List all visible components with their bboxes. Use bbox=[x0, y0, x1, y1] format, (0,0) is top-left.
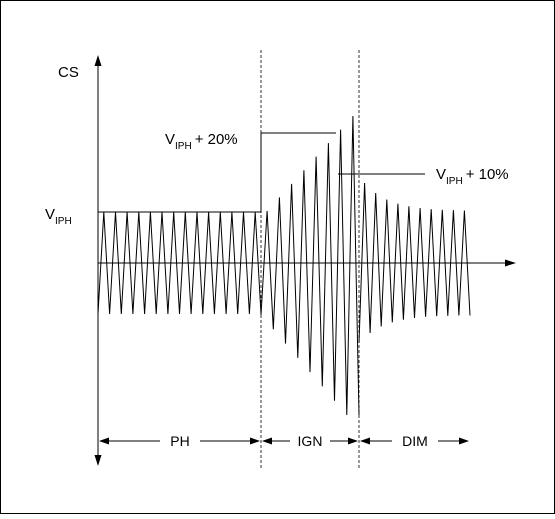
phase-label-dim: DIM bbox=[402, 433, 428, 449]
annotation-plus10: VIPH + 10% bbox=[436, 166, 509, 187]
vipiph-sub: IPH bbox=[55, 216, 72, 227]
arrowhead-dim-right bbox=[459, 437, 469, 445]
vipiph-plus20-line bbox=[260, 132, 336, 205]
vipiph-level-line bbox=[98, 205, 262, 213]
phase-arrowheads bbox=[99, 437, 469, 445]
vipiph-main: V bbox=[45, 206, 55, 223]
y-axis-arrow-up bbox=[94, 55, 102, 66]
waveform-dim bbox=[358, 182, 471, 344]
phase-label-ign: IGN bbox=[298, 433, 323, 449]
vipiph-level-label: VIPH bbox=[45, 206, 72, 227]
arrowhead-ign-left bbox=[262, 437, 272, 445]
arrowhead-ph-right bbox=[250, 437, 260, 445]
y-axis-arrow-down bbox=[94, 455, 102, 466]
arrowhead-dim-left bbox=[360, 437, 370, 445]
y-axis-label: CS bbox=[58, 64, 79, 81]
waveform-ignition bbox=[260, 115, 360, 416]
annotation-plus20: VIPH + 20% bbox=[165, 131, 238, 152]
x-axis-arrow bbox=[505, 259, 516, 267]
arrowhead-ph-left bbox=[99, 437, 109, 445]
waveform-preheat bbox=[97, 211, 262, 315]
phase-label-ph: PH bbox=[170, 433, 189, 449]
arrowhead-ign-right bbox=[348, 437, 358, 445]
